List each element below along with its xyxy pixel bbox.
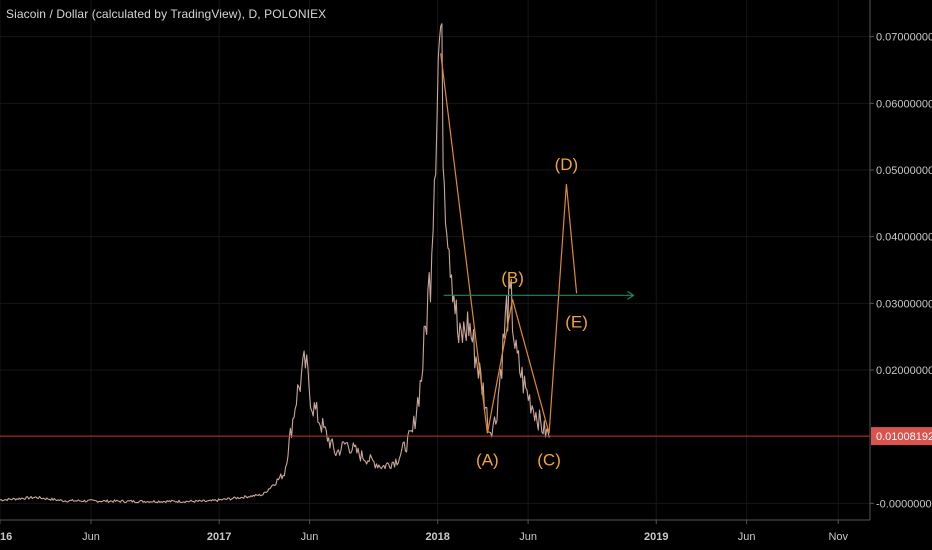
time-axis[interactable]: 2016 Jun 2017 Jun 2018 Jun 2019 Jun Nov xyxy=(0,519,870,543)
wave-label: (C) xyxy=(537,450,561,469)
time-axis-label: Jun xyxy=(738,531,756,543)
price-axis-label: 0.06000000 xyxy=(876,98,932,110)
price-axis-label: 0.02000000 xyxy=(876,365,932,377)
last-price-tag[interactable] xyxy=(871,427,932,446)
price-axis[interactable]: 0.07000000 0.06000000 0.05000000 0.04000000… xyxy=(869,0,932,520)
time-axis-label: 2019 xyxy=(644,531,668,543)
wave-annotation[interactable]: (A) (B) (C) (D) (E) xyxy=(440,53,588,469)
time-axis-label: 2018 xyxy=(425,531,449,543)
time-axis-label: Jun xyxy=(519,531,537,543)
target-arrow[interactable] xyxy=(443,290,635,300)
wave-label: (D) xyxy=(555,155,579,174)
chart-title: Siacoin / Dollar (calculated by TradingV… xyxy=(6,7,327,21)
target-arrow-head xyxy=(627,290,635,300)
wave-label: (B) xyxy=(501,268,524,287)
wave-label: (E) xyxy=(565,312,588,331)
price-axis-label: 0.04000000 xyxy=(876,232,932,244)
price-axis-label: -0.00000000 xyxy=(876,498,932,510)
time-axis-label: Jun xyxy=(301,531,319,543)
time-axis-label: Nov xyxy=(828,531,848,543)
time-axis-label: Jun xyxy=(82,531,100,543)
price-axis-label: 0.07000000 xyxy=(876,32,932,44)
price-axis-label: 0.05000000 xyxy=(876,165,932,177)
price-series-line xyxy=(0,23,551,504)
wave-line[interactable] xyxy=(440,53,578,434)
time-axis-label: 2017 xyxy=(207,531,231,543)
last-price-label: 0.01008192 xyxy=(876,431,932,443)
time-axis-label: 2016 xyxy=(0,531,12,543)
price-series xyxy=(0,23,551,504)
price-axis-label: 0.03000000 xyxy=(876,298,932,310)
wave-label: (A) xyxy=(476,450,499,469)
